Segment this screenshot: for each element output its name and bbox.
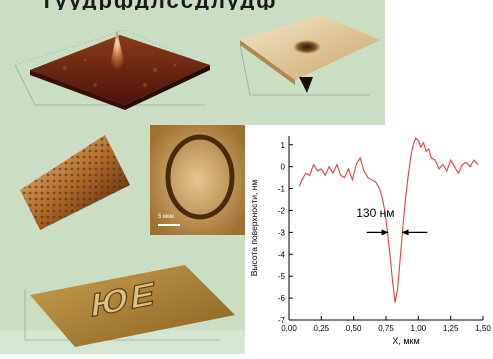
x-tick-label: 0,50 [346, 324, 362, 333]
y-tick-label: 1 [281, 141, 286, 150]
height-profile-svg: 0,00 0,25 0,50 0,75 1,00 1,25 1,50 1 0 -1 -2 -3 -4 -5… [249, 136, 491, 346]
y-tick-label: 0 [281, 163, 286, 172]
x-tick-label: 1,25 [443, 324, 459, 333]
x-tick-label: 0,00 [281, 324, 297, 333]
y-tick-label: -5 [278, 272, 286, 281]
page-title-fragment: Туудрфдлссдлудф [40, 0, 410, 10]
y-tick-label: -1 [278, 185, 286, 194]
height-profile-chart: 0,00 0,25 0,50 0,75 1,00 1,25 1,50 1 0 -1 -2 -3 -4 -5… [245, 128, 493, 354]
y-axis-label: Высота поверхности, нм [249, 180, 259, 277]
y-tick-label: -7 [278, 316, 286, 325]
profile-trace-line [298, 137, 479, 303]
afm-3d-pit-image [239, 15, 380, 96]
x-tick-label: 1,50 [475, 324, 491, 333]
y-tick-label: -4 [278, 250, 286, 259]
afm-hex-lattice-image [20, 135, 130, 230]
y-tick-label: -3 [278, 228, 286, 237]
y-tick-label: -6 [278, 294, 286, 303]
left-arrow-head [381, 229, 389, 236]
x-tick-label: 1,00 [411, 324, 427, 333]
right-arrow-head [401, 229, 409, 236]
x-axis-label: X, мкм [392, 336, 419, 346]
width-annotation-label: 130 нм [356, 206, 394, 220]
afm-oval-ring-image: 5 мкм [150, 125, 245, 235]
afm-letters-image: ЮЕ [24, 265, 235, 347]
y-tick-label: -2 [278, 206, 286, 215]
afm-3d-peak-image [14, 29, 210, 110]
x-tick-label: 0,25 [314, 324, 330, 333]
oval-scale-label: 5 мкм [158, 214, 174, 220]
x-tick-label: 0,75 [378, 324, 394, 333]
